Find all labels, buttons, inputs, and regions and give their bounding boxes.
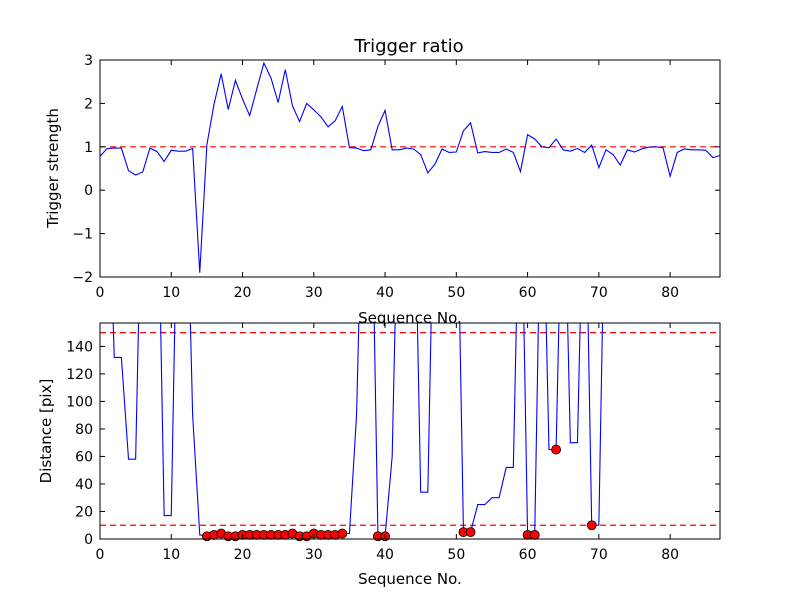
y-tick-label: 80 bbox=[75, 422, 93, 438]
bottom-series-lines bbox=[112, 323, 604, 537]
bottom-y-axis-label: Distance [pix] bbox=[37, 379, 55, 484]
bottom-threshold-lines bbox=[100, 332, 720, 526]
x-tick-label: 0 bbox=[96, 285, 105, 301]
x-tick-label: 40 bbox=[376, 547, 394, 563]
x-tick-label: 80 bbox=[661, 285, 679, 301]
x-tick-label: 10 bbox=[162, 285, 180, 301]
x-tick-label: 80 bbox=[661, 547, 679, 563]
y-tick-label: −2 bbox=[72, 270, 93, 286]
y-tick-label: 20 bbox=[75, 504, 93, 520]
bottom-plot-frame bbox=[99, 322, 721, 540]
data-point bbox=[337, 528, 348, 539]
top-y-axis-label: Trigger strength bbox=[44, 108, 62, 229]
series-line bbox=[100, 61, 720, 273]
y-tick-label: 0 bbox=[84, 532, 93, 548]
y-tick-label: 2 bbox=[84, 96, 93, 112]
x-tick-label: 60 bbox=[519, 285, 537, 301]
x-tick-label: 50 bbox=[447, 547, 465, 563]
y-tick-label: 60 bbox=[75, 449, 93, 465]
x-tick-label: 50 bbox=[447, 285, 465, 301]
y-tick-label: 1 bbox=[84, 140, 93, 156]
top-plot-frame bbox=[99, 59, 721, 278]
y-tick-label: 100 bbox=[66, 394, 93, 410]
x-tick-label: 60 bbox=[519, 547, 537, 563]
x-tick-label: 20 bbox=[234, 285, 252, 301]
data-point bbox=[551, 444, 561, 455]
y-tick-label: 3 bbox=[84, 53, 93, 69]
top-chart: Trigger ratio 0 10 20 30 40 50 60 70 80−2−10123 … bbox=[44, 36, 721, 327]
y-tick-label: 40 bbox=[75, 477, 93, 493]
x-tick-label: 30 bbox=[305, 547, 323, 563]
bottom-chart: 0 10 20 30 40 50 60 70 80 0 20 40 60 80 100 120 140 Sequ… bbox=[37, 322, 721, 588]
x-tick-label: 40 bbox=[376, 285, 394, 301]
bottom-x-axis-label: Sequence No. bbox=[358, 570, 462, 588]
bottom-ticks: 0 10 20 30 40 50 60 70 80 0 20 40 60 80 100 120 140 bbox=[66, 323, 720, 563]
y-tick-label: −1 bbox=[72, 227, 93, 243]
data-point bbox=[529, 529, 540, 540]
top-chart-title: Trigger ratio bbox=[353, 36, 463, 57]
x-tick-label: 70 bbox=[590, 285, 608, 301]
y-tick-label: 0 bbox=[84, 183, 93, 199]
x-tick-label: 20 bbox=[234, 547, 252, 563]
x-tick-label: 70 bbox=[590, 547, 608, 563]
y-tick-label: 140 bbox=[66, 339, 93, 355]
x-tick-label: 10 bbox=[162, 547, 180, 563]
top-ticks: 0 10 20 30 40 50 60 70 80 −2 −1 0 1 2 3 bbox=[72, 53, 720, 301]
top-series-lines bbox=[100, 61, 720, 273]
data-point bbox=[465, 527, 476, 538]
x-tick-label: 0 bbox=[96, 547, 105, 563]
series-line bbox=[112, 323, 604, 537]
data-point bbox=[586, 520, 597, 531]
x-tick-label: 30 bbox=[305, 285, 323, 301]
y-tick-label: 120 bbox=[66, 367, 93, 383]
bottom-markers bbox=[201, 444, 597, 542]
